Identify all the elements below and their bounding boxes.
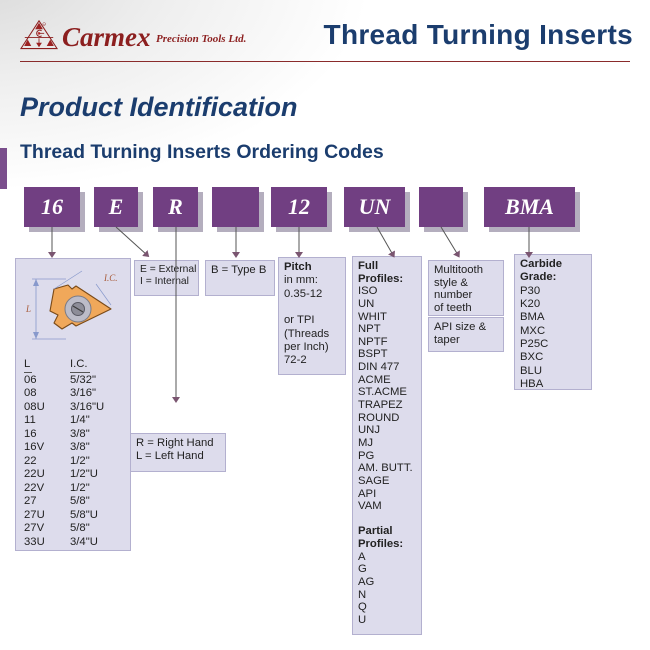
svg-text:I.C.: I.C. — [103, 273, 118, 283]
svg-text:L: L — [25, 304, 31, 314]
